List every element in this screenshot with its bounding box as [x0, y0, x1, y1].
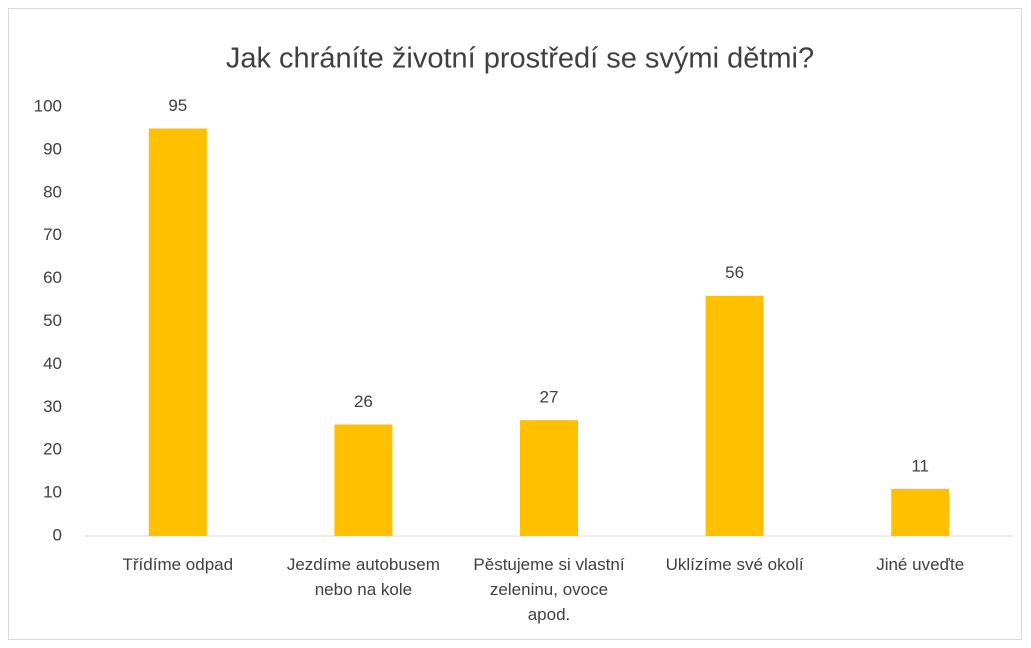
- x-tick-label: Jezdíme autobusem nebo na kole: [286, 555, 440, 599]
- value-label: 95: [168, 96, 187, 115]
- chart-title: Jak chráníte životní prostředí se svými …: [226, 43, 814, 75]
- y-tick-label: 50: [43, 311, 62, 330]
- y-tick-label: 80: [43, 182, 62, 201]
- value-label: 56: [725, 263, 744, 282]
- y-tick-label: 10: [43, 483, 62, 502]
- value-label: 27: [540, 388, 559, 407]
- y-tick-label: 90: [43, 139, 62, 158]
- y-tick-label: 0: [53, 525, 62, 544]
- bar: [891, 488, 950, 536]
- y-tick-label: 30: [43, 397, 62, 416]
- y-tick-label: 40: [43, 354, 62, 373]
- y-tick-label: 70: [43, 225, 62, 244]
- x-tick-label: Pěstujeme si vlastní zeleninu, ovoce apo…: [473, 555, 625, 624]
- x-tick-label: Uklízíme své okolí: [665, 555, 804, 574]
- value-label: 11: [911, 456, 929, 475]
- y-tick-label: 20: [43, 440, 62, 459]
- x-tick-label: Třídíme odpad: [122, 555, 234, 574]
- x-tick-label: Jiné uveďte: [876, 555, 965, 574]
- value-label: 26: [354, 392, 373, 411]
- bar: [705, 295, 764, 536]
- y-tick-label: 100: [34, 96, 62, 115]
- bar: [148, 128, 207, 536]
- bar: [334, 424, 393, 536]
- bar: [520, 420, 578, 536]
- y-tick-label: 60: [43, 268, 62, 287]
